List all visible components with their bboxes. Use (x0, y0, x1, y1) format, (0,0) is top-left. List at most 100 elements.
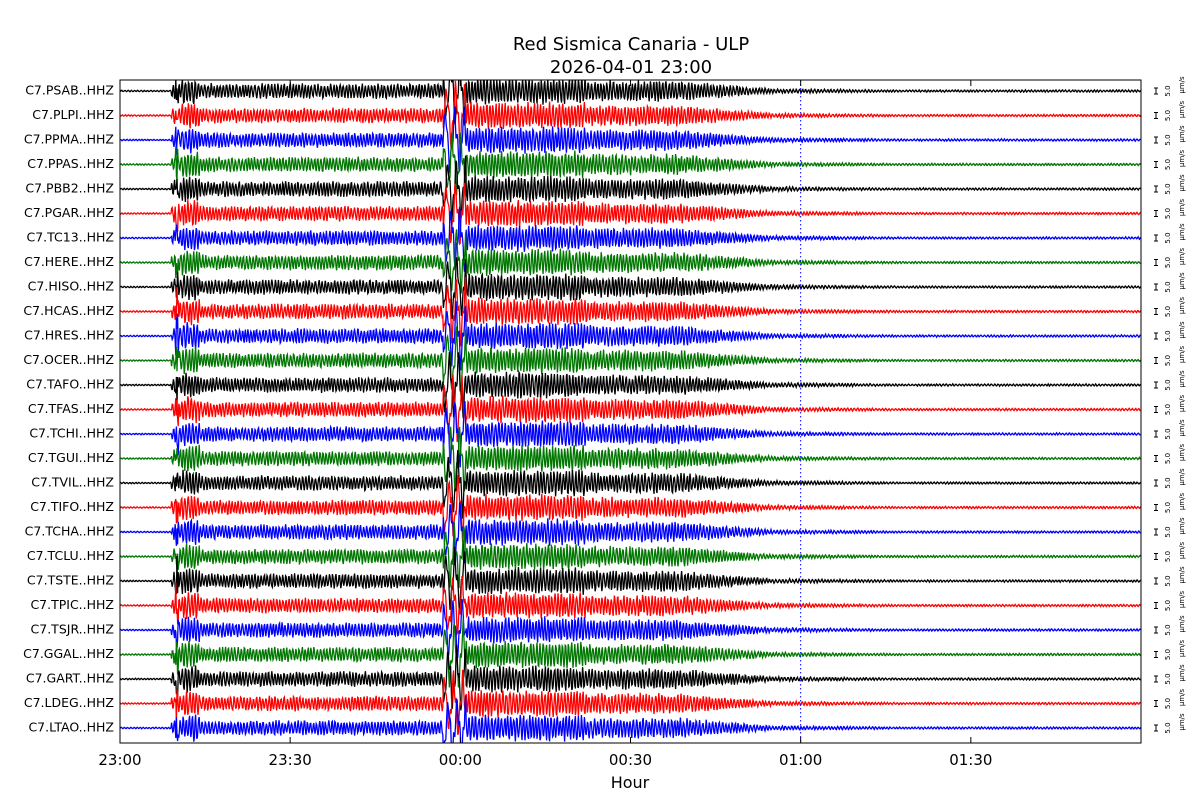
trace-label: C7.HRES..HHZ (24, 328, 114, 343)
scale-unit: µm/s (1178, 664, 1186, 682)
trace-label: C7.LTAO..HHZ (28, 720, 114, 735)
trace-label: C7.PGAR..HHZ (24, 205, 114, 220)
trace-line (120, 229, 1141, 294)
trace-line (120, 155, 1141, 223)
x-tick-label: 01:00 (779, 751, 822, 769)
trace-label: C7.LDEG..HHZ (24, 695, 114, 710)
trace-line (120, 546, 1141, 612)
trace-label: C7.TSJR..HHZ (31, 622, 114, 637)
scale-value: 5.0 (1164, 257, 1172, 268)
scale-unit: µm/s (1178, 591, 1186, 609)
x-tick-label: 01:30 (949, 751, 992, 769)
scale-unit: µm/s (1178, 689, 1186, 707)
scale-value: 5.0 (1164, 551, 1172, 562)
scale-value: 5.0 (1164, 232, 1172, 243)
scale-value: 5.0 (1164, 281, 1172, 292)
scale-unit: µm/s (1178, 346, 1186, 364)
trace-line (120, 521, 1141, 589)
scale-value: 5.0 (1164, 330, 1172, 341)
trace-line (120, 352, 1141, 419)
x-tick-label: 00:30 (609, 751, 652, 769)
scale-unit: µm/s (1178, 517, 1186, 535)
trace-line (120, 257, 1141, 320)
chart-subtitle: 2026-04-01 23:00 (550, 57, 712, 78)
scale-unit: µm/s (1178, 493, 1186, 511)
trace-label: C7.TC13..HHZ (27, 230, 115, 245)
scale-value: 5.0 (1164, 134, 1172, 145)
scale-value: 5.0 (1164, 306, 1172, 317)
x-tick-label: 00:00 (439, 751, 482, 769)
trace-label: C7.PPMA..HHZ (24, 132, 114, 147)
trace-label: C7.TSTE..HHZ (27, 573, 114, 588)
trace-line (120, 575, 1141, 636)
scale-value: 5.0 (1164, 208, 1172, 219)
x-tick-label: 23:00 (98, 751, 141, 769)
scale-unit: µm/s (1178, 566, 1186, 584)
trace-line (120, 644, 1141, 711)
scale-value: 5.0 (1164, 355, 1172, 366)
trace-label: C7.HISO..HHZ (28, 279, 114, 294)
trace-label: C7.TPIC..HHZ (30, 597, 114, 612)
scale-value: 5.0 (1164, 453, 1172, 464)
trace-line (120, 401, 1141, 468)
scale-unit: µm/s (1178, 419, 1186, 437)
scale-unit: µm/s (1178, 76, 1186, 94)
scale-value: 5.0 (1164, 722, 1172, 733)
trace-label: C7.TVIL..HHZ (31, 475, 114, 490)
trace-line (120, 130, 1141, 197)
trace-line (120, 182, 1141, 246)
trace-label: C7.PSAB..HHZ (25, 83, 114, 98)
scale-unit: µm/s (1178, 199, 1186, 217)
trace-label: C7.PLPI..HHZ (32, 107, 114, 122)
x-axis-ticks: 23:00 23:30 00:00 00:30 01:00 01:30 (98, 80, 992, 769)
scale-unit: µm/s (1178, 248, 1186, 266)
scale-unit: µm/s (1178, 174, 1186, 192)
scale-value: 5.0 (1164, 183, 1172, 194)
scale-value: 5.0 (1164, 404, 1172, 415)
trace-line (120, 374, 1141, 443)
scale-value: 5.0 (1164, 110, 1172, 121)
scale-value: 5.0 (1164, 698, 1172, 709)
scale-unit: µm/s (1178, 615, 1186, 633)
scale-value: 5.0 (1164, 428, 1172, 439)
trace-line (120, 450, 1141, 519)
trace-label: C7.TGUI..HHZ (28, 450, 114, 465)
trace-line (120, 300, 1141, 371)
x-axis-label: Hour (611, 773, 650, 792)
scale-unit: µm/s (1178, 297, 1186, 315)
trace-line (120, 277, 1141, 347)
scale-value: 5.0 (1164, 526, 1172, 537)
scale-unit: µm/s (1178, 542, 1186, 560)
trace-label: C7.TCLU..HHZ (27, 548, 114, 563)
scale-unit: µm/s (1178, 468, 1186, 486)
scale-unit: µm/s (1178, 444, 1186, 462)
scale-value: 5.0 (1164, 159, 1172, 170)
trace-line (120, 206, 1141, 272)
trace-line (120, 326, 1141, 396)
scale-value: 5.0 (1164, 477, 1172, 488)
chart-title: Red Sismica Canaria - ULP (513, 34, 750, 55)
trace-line (120, 695, 1141, 743)
trace-label: C7.GART..HHZ (26, 671, 114, 686)
scale-unit: µm/s (1178, 150, 1186, 168)
scale-unit: µm/s (1178, 395, 1186, 413)
trace-label: C7.PBB2..HHZ (25, 181, 114, 196)
trace-label: C7.OCER..HHZ (23, 352, 114, 367)
trace-label: C7.HERE..HHZ (24, 254, 114, 269)
scale-value: 5.0 (1164, 600, 1172, 611)
trace-labels: C7.PSAB..HHZ C7.PLPI..HHZ C7.PPMA..HHZ C7.P… (23, 83, 114, 735)
scale-value: 5.0 (1164, 379, 1172, 390)
trace-group (120, 80, 1141, 743)
trace-line (120, 106, 1141, 174)
scale-unit: µm/s (1178, 713, 1186, 731)
trace-line (120, 475, 1141, 542)
scale-value: 5.0 (1164, 673, 1172, 684)
scale-unit: µm/s (1178, 125, 1186, 143)
trace-label: C7.TFAS..HHZ (28, 401, 114, 416)
trace-line (120, 426, 1141, 492)
x-tick-label: 23:30 (269, 751, 312, 769)
trace-line (120, 669, 1141, 735)
scale-value: 5.0 (1164, 649, 1172, 660)
scale-unit: µm/s (1178, 223, 1186, 241)
